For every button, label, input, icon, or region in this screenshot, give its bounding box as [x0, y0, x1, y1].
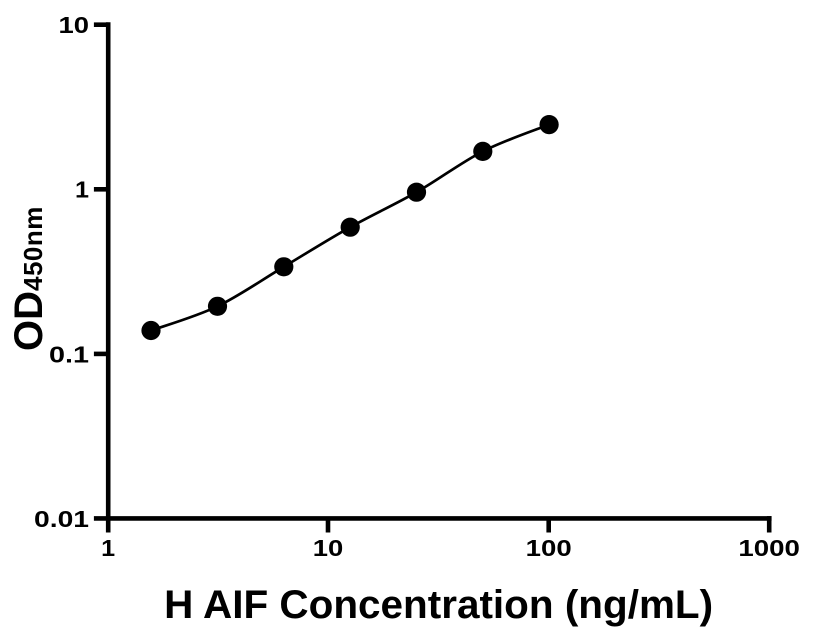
- svg-text:1: 1: [101, 535, 115, 561]
- svg-text:10: 10: [313, 535, 344, 561]
- svg-text:1000: 1000: [738, 535, 800, 561]
- svg-text:0.01: 0.01: [34, 506, 89, 532]
- svg-text:10: 10: [59, 12, 90, 38]
- svg-text:1: 1: [75, 177, 89, 203]
- svg-text:H AIF Concentration (ng/mL): H AIF Concentration (ng/mL): [164, 583, 713, 627]
- svg-text:100: 100: [526, 535, 572, 561]
- svg-text:0.1: 0.1: [49, 341, 89, 367]
